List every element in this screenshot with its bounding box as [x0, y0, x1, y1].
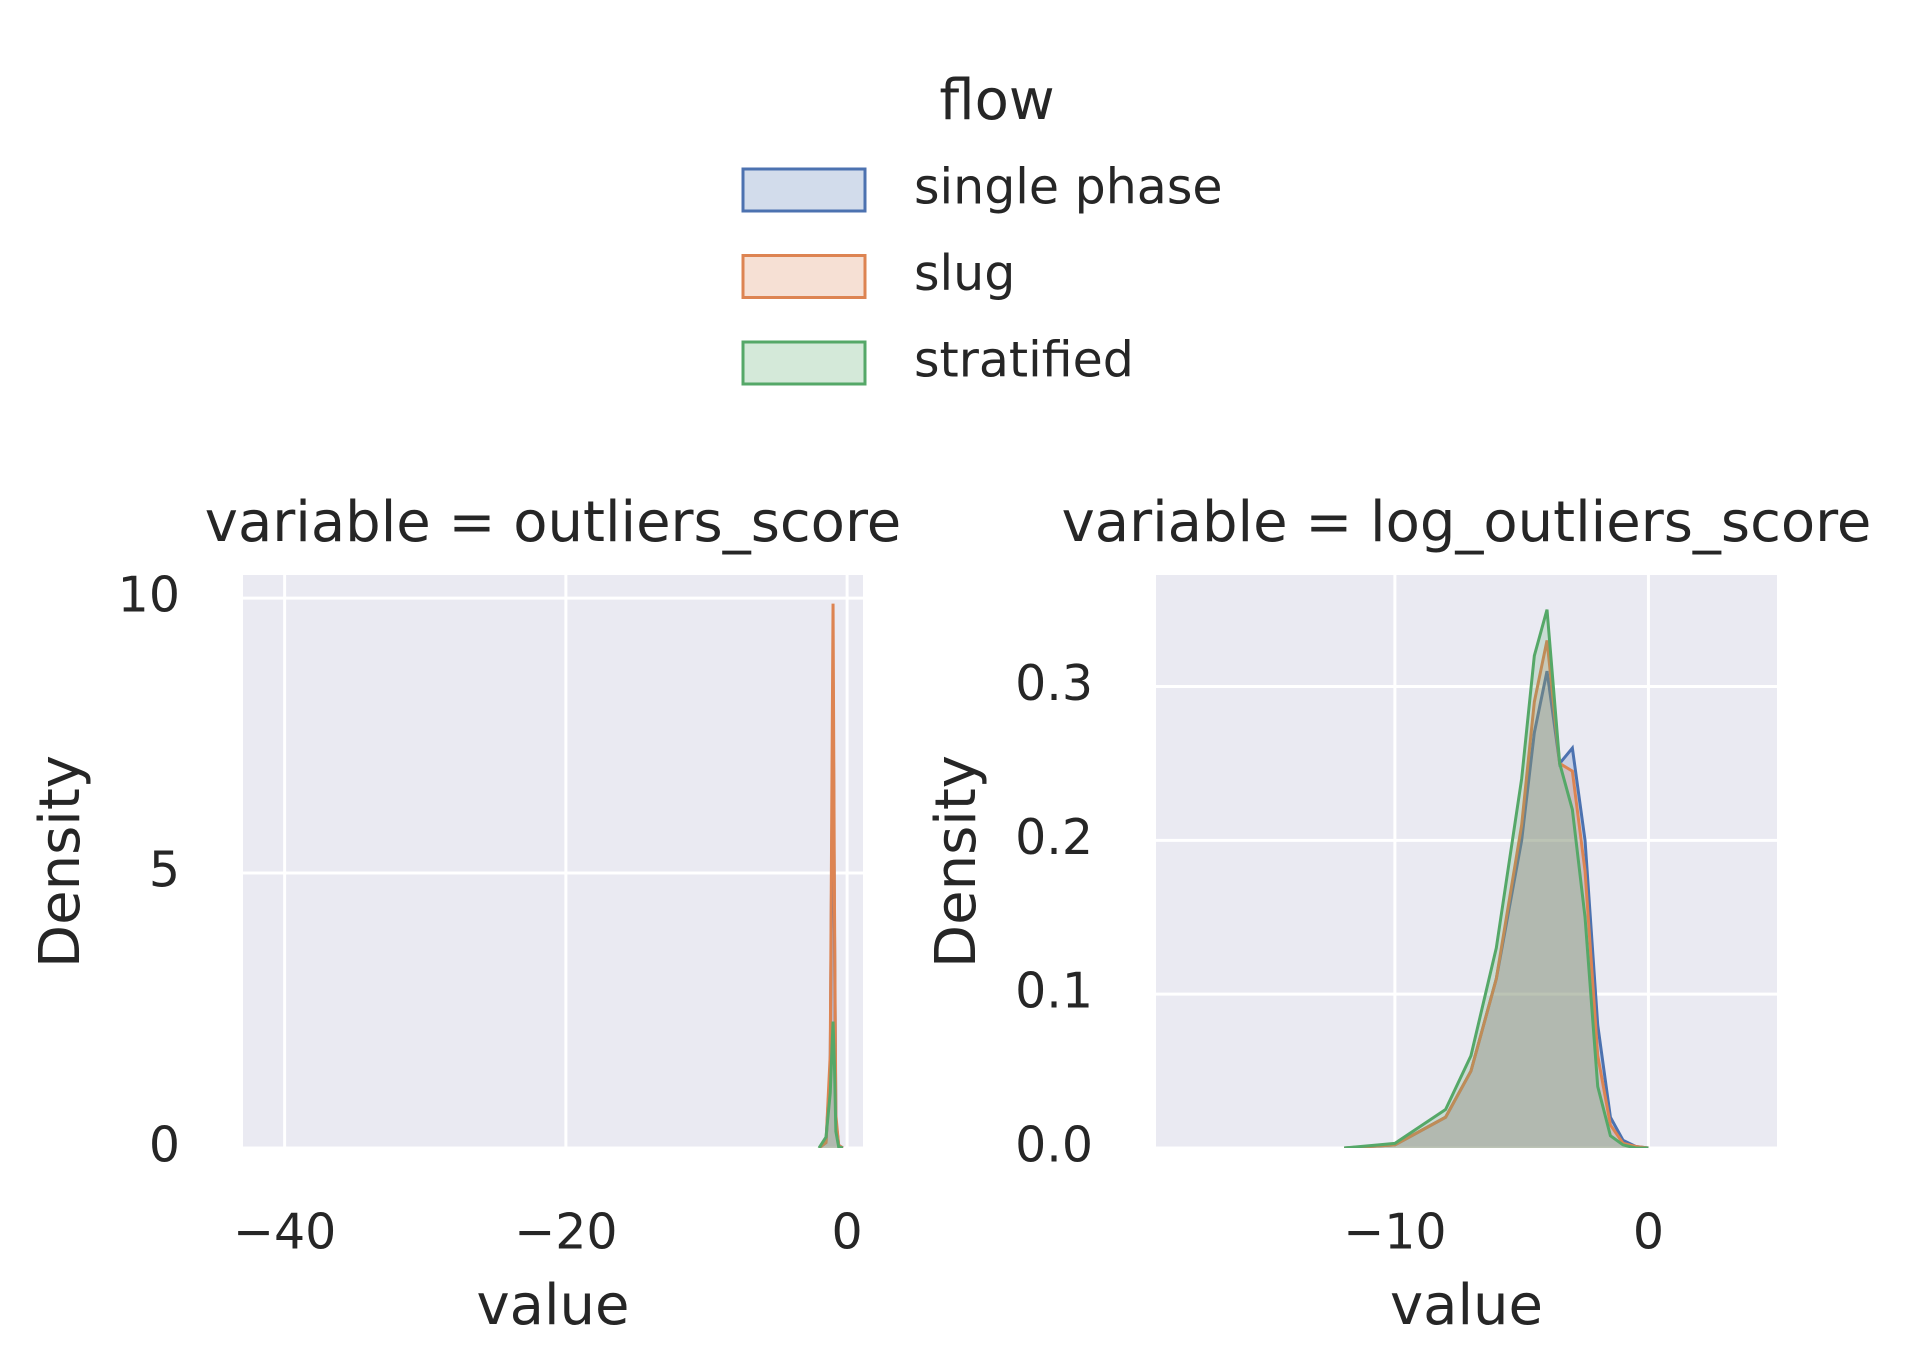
x-tick-label: −20 — [514, 1204, 617, 1261]
x-tick-label: 0 — [832, 1204, 863, 1261]
legend-title: flow — [939, 68, 1054, 133]
y-tick-label: 0.2 — [1015, 809, 1093, 866]
plot-area — [1344, 609, 1649, 1148]
x-axis-label: value — [1390, 1273, 1543, 1338]
x-tick-label: −10 — [1343, 1204, 1446, 1261]
x-tick-label: −40 — [233, 1204, 336, 1261]
density-area — [1344, 640, 1649, 1148]
legend-swatch — [741, 340, 867, 386]
y-axis-label: Density — [28, 755, 93, 968]
y-tick-label: 0.1 — [1015, 963, 1093, 1020]
legend-swatch — [741, 254, 867, 299]
plot-area — [817, 603, 844, 1148]
density-line — [1344, 609, 1649, 1148]
x-tick-label: 0 — [1633, 1204, 1664, 1261]
density-line — [817, 1021, 844, 1148]
panel-title: variable = outliers_score — [205, 490, 901, 555]
density-area — [1344, 609, 1649, 1148]
plot-background — [1156, 575, 1777, 1148]
density-area — [1344, 671, 1649, 1148]
plot-background — [243, 575, 863, 1148]
y-axis-label: Density — [924, 755, 989, 968]
y-tick-label: 0 — [149, 1117, 180, 1174]
legend-label: stratified — [914, 332, 1134, 389]
x-axis-label: value — [477, 1273, 630, 1338]
panel-title: variable = log_outliers_score — [1062, 490, 1872, 555]
legend-label: single phase — [914, 159, 1223, 216]
y-tick-label: 10 — [118, 567, 180, 624]
y-tick-label: 0.3 — [1015, 655, 1093, 712]
legend-swatch — [741, 167, 867, 213]
legend-label: slug — [914, 245, 1015, 302]
y-tick-label: 0.0 — [1015, 1117, 1093, 1174]
y-tick-label: 5 — [149, 842, 180, 899]
